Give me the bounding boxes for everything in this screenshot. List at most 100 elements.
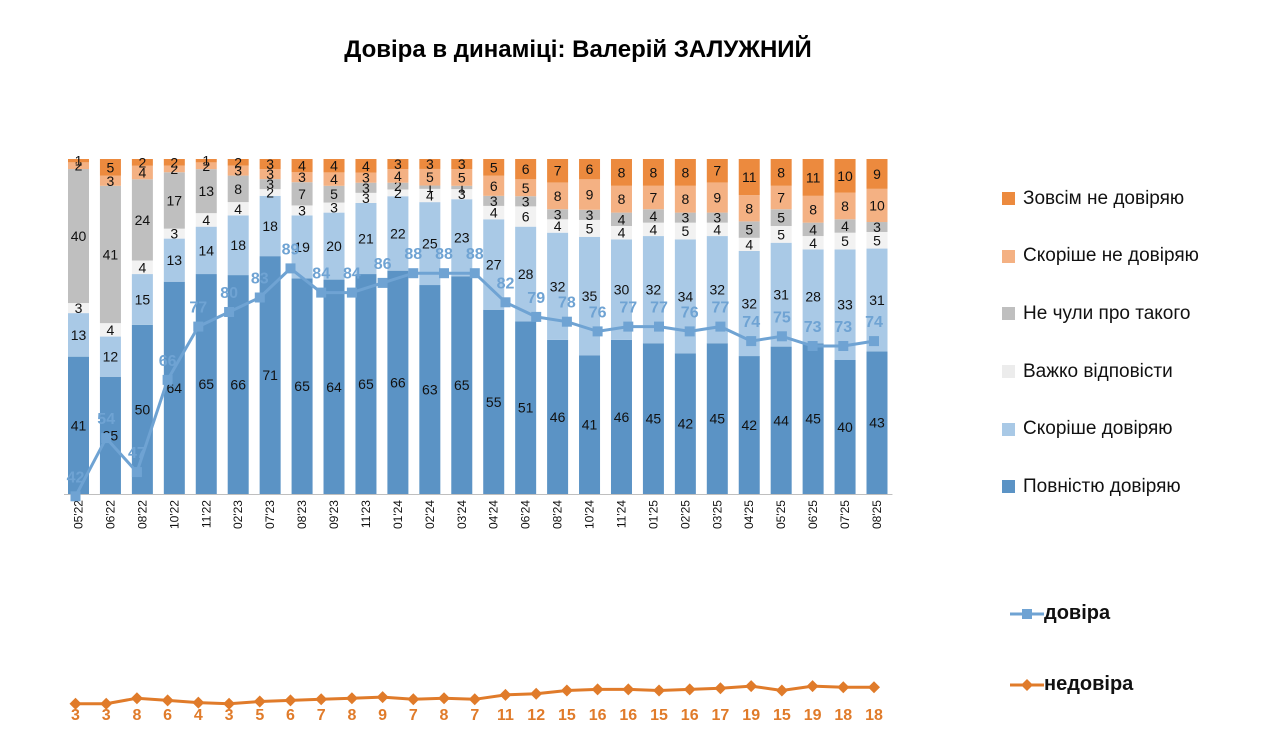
bar-value-label: 27 xyxy=(486,257,502,273)
bar-value-label: 5 xyxy=(330,186,338,202)
line-point xyxy=(100,697,113,710)
line-data-label: 16 xyxy=(681,707,699,724)
bar-segment xyxy=(68,303,89,314)
bar-value-label: 64 xyxy=(326,379,342,395)
bar-value-label: 45 xyxy=(646,411,662,427)
bar-segment xyxy=(515,196,537,207)
bar-segment xyxy=(610,212,632,226)
bar-segment xyxy=(195,213,217,227)
bar-value-label: 8 xyxy=(745,200,753,216)
bar-value-label: 32 xyxy=(741,296,757,312)
x-tick-label: 11'24 xyxy=(614,500,628,528)
line-point xyxy=(130,692,143,705)
bar-segment xyxy=(131,324,153,494)
bar-segment xyxy=(738,159,760,196)
bar-value-label: 13 xyxy=(167,252,183,268)
bar-segment xyxy=(706,222,728,237)
bar-value-label: 4 xyxy=(362,158,370,174)
legend-swatch xyxy=(1002,365,1015,379)
bar-segment xyxy=(547,219,569,233)
bar-segment xyxy=(195,226,217,275)
bar-segment xyxy=(674,353,696,494)
line-point xyxy=(254,292,265,303)
x-tick-label: 11'22 xyxy=(199,500,213,528)
bar-value-label: 4 xyxy=(745,236,753,252)
bar-segment xyxy=(610,159,632,186)
bar-segment xyxy=(610,226,632,240)
bar-segment xyxy=(706,212,728,223)
bar-segment xyxy=(770,242,792,347)
x-tick-label: 08'25 xyxy=(870,500,884,529)
bar-value-label: 3 xyxy=(266,176,274,192)
bar-value-label: 4 xyxy=(713,221,721,237)
line-data-label: 80 xyxy=(220,285,238,302)
bar-value-label: 7 xyxy=(650,190,658,206)
bar-segment xyxy=(802,222,824,237)
bar-value-label: 8 xyxy=(809,201,817,217)
bar-segment xyxy=(195,159,217,163)
line-data-label: 77 xyxy=(712,300,730,317)
bar-segment xyxy=(259,169,281,180)
bar-value-label: 3 xyxy=(330,200,338,216)
line-data-label: 15 xyxy=(650,707,668,724)
line-point xyxy=(469,268,480,279)
bar-value-label: 8 xyxy=(777,164,785,180)
legend-swatch xyxy=(1002,422,1015,436)
bar-segment xyxy=(834,360,856,494)
bar-value-label: 66 xyxy=(230,377,246,393)
line-data-label: 42 xyxy=(67,469,85,486)
bar-value-label: 4 xyxy=(650,208,658,224)
line-point xyxy=(162,374,173,385)
bar-segment xyxy=(674,159,696,186)
line-point xyxy=(70,491,81,502)
legend-item: Скоріше не довіряю xyxy=(1002,228,1199,286)
bar-segment xyxy=(515,159,537,180)
bar-value-label: 10 xyxy=(869,197,885,213)
x-tick-label: 09'23 xyxy=(327,500,341,529)
bar-value-label: 3 xyxy=(170,226,178,242)
line-point xyxy=(837,681,850,694)
line-data-label: 17 xyxy=(712,707,730,724)
legend-label: Повністю довіряю xyxy=(1023,475,1181,497)
bar-value-label: 3 xyxy=(873,219,881,235)
bar-value-label: 3 xyxy=(426,156,434,172)
bar-segment xyxy=(515,321,537,494)
line-data-label: 88 xyxy=(435,246,453,263)
line-point xyxy=(746,336,757,347)
bar-value-label: 3 xyxy=(75,300,83,316)
bar-value-label: 31 xyxy=(773,287,789,303)
x-tick-label: 10'22 xyxy=(167,500,181,529)
bar-value-label: 3 xyxy=(362,180,370,196)
bar-value-label: 4 xyxy=(426,187,434,203)
bar-value-label: 7 xyxy=(298,186,306,202)
bar-segment xyxy=(419,159,441,169)
bar-value-label: 2 xyxy=(394,185,402,201)
bar-segment xyxy=(579,219,601,237)
line-point xyxy=(653,684,666,697)
bar-value-label: 4 xyxy=(841,218,849,234)
line-point xyxy=(654,321,664,332)
line-data-label: 66 xyxy=(159,353,177,370)
line-point xyxy=(775,684,788,697)
bar-value-label: 4 xyxy=(138,259,146,275)
bar-value-label: 4 xyxy=(234,201,242,217)
bar-value-label: 65 xyxy=(294,378,310,394)
bar-value-label: 2 xyxy=(170,161,178,177)
bar-segment xyxy=(483,175,505,196)
x-tick-label: 11'23 xyxy=(359,500,373,528)
x-tick-label: 02'24 xyxy=(423,500,437,529)
line-data-label: 8 xyxy=(132,707,141,724)
line-data-label: 74 xyxy=(865,314,883,331)
bar-segment xyxy=(802,195,824,223)
bar-value-label: 4 xyxy=(618,225,626,241)
bar-value-label: 22 xyxy=(390,225,406,241)
line-data-label: 6 xyxy=(286,707,295,724)
bar-value-label: 2 xyxy=(234,154,242,170)
bar-segment xyxy=(419,202,441,286)
x-tick-label: 08'22 xyxy=(135,500,149,529)
bar-segment xyxy=(579,355,601,494)
bar-segment xyxy=(355,274,377,494)
bar-segment xyxy=(706,159,728,183)
line-data-label: 19 xyxy=(742,707,760,724)
x-tick-label: 04'25 xyxy=(742,500,756,529)
